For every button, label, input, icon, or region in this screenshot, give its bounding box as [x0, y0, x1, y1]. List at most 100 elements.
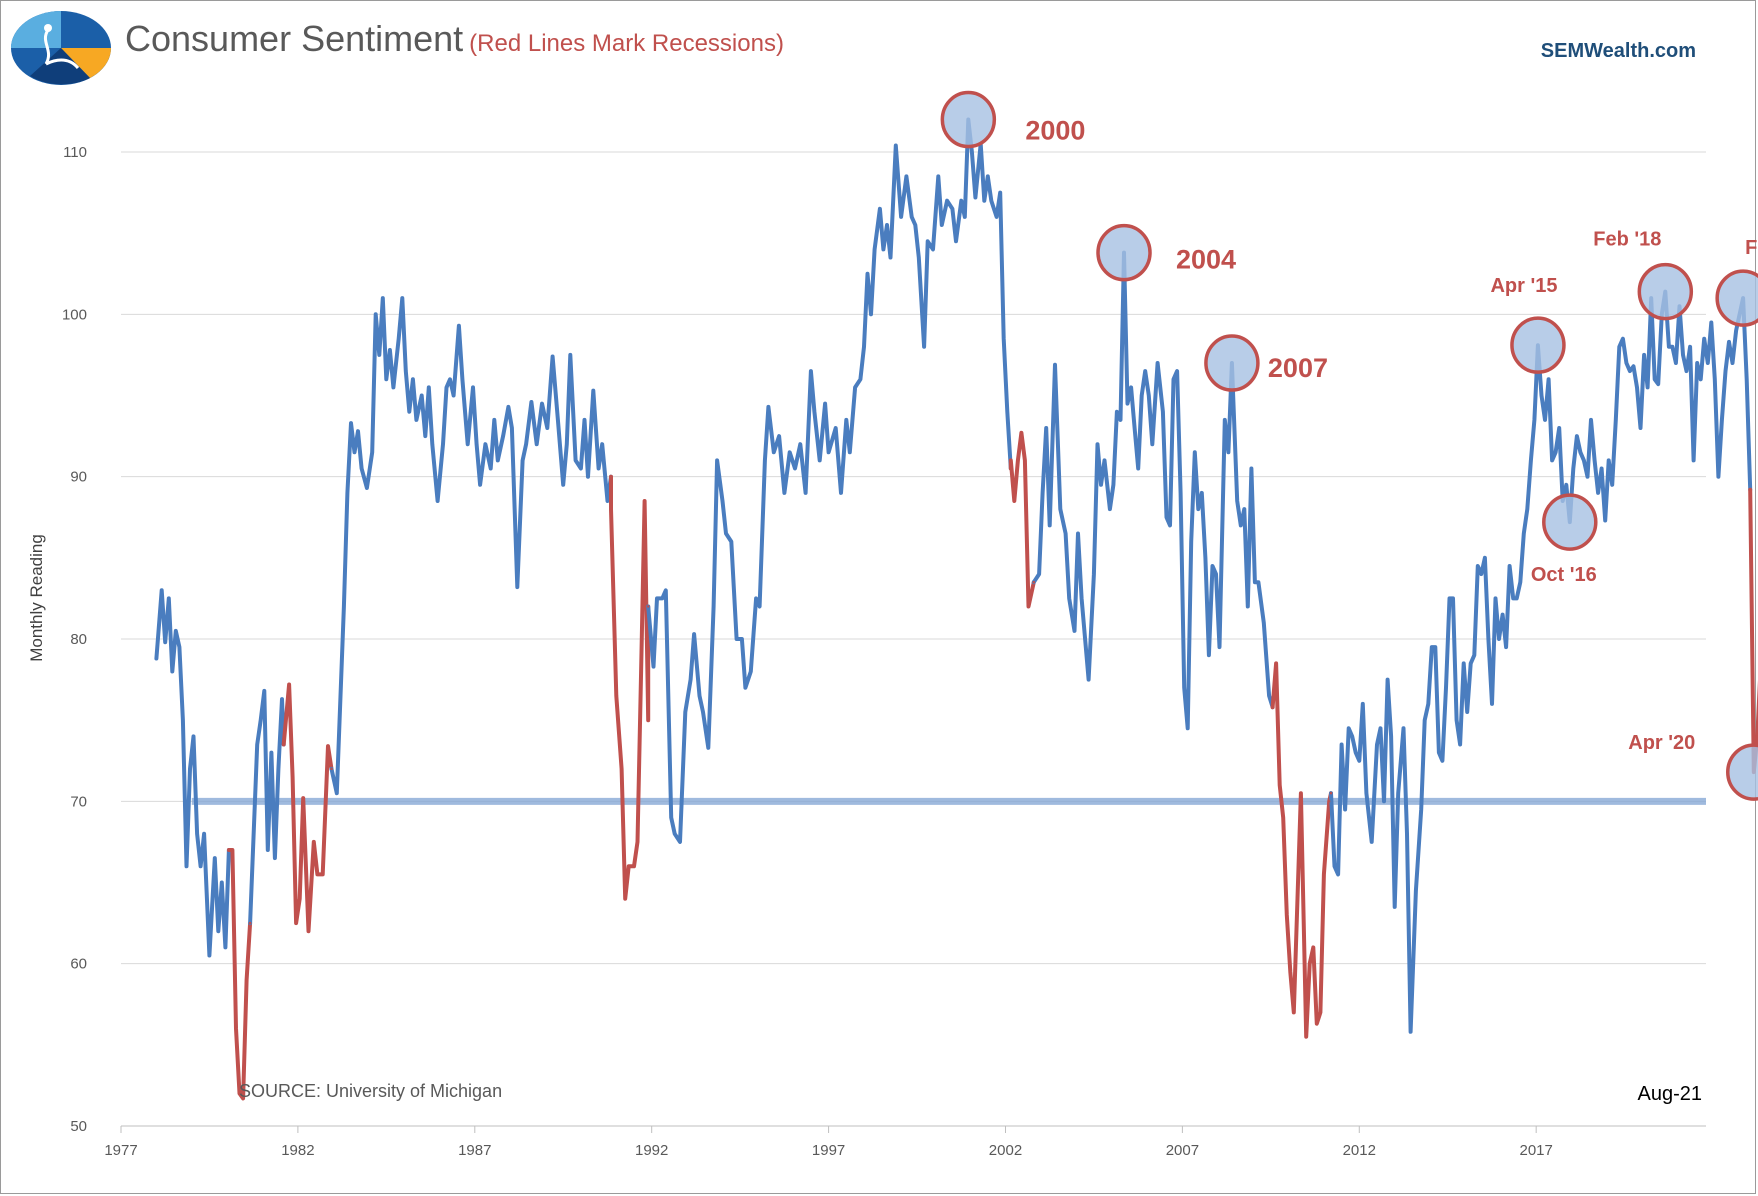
- data-point: [1048, 524, 1051, 527]
- data-point: [408, 410, 411, 413]
- data-point: [758, 605, 761, 608]
- data-point: [839, 491, 843, 495]
- x-tick-label: 1977: [104, 1142, 137, 1159]
- data-point: [489, 467, 492, 470]
- data-point: [1749, 488, 1752, 491]
- data-point: [452, 394, 455, 397]
- data-point: [673, 832, 676, 835]
- data-point: [224, 946, 227, 949]
- data-point: [411, 378, 415, 381]
- data-point: [374, 313, 377, 316]
- data-point: [234, 1027, 238, 1030]
- data-point: [636, 840, 639, 844]
- data-point: [227, 848, 231, 852]
- data-point: [597, 467, 600, 470]
- data-point: [342, 605, 346, 608]
- data-point: [859, 378, 862, 381]
- data-point: [1653, 378, 1656, 381]
- data-point: [1529, 459, 1533, 462]
- data-point: [1427, 702, 1430, 706]
- recession-line-segment: [1008, 430, 1036, 609]
- data-point: [291, 775, 294, 779]
- data-point: [1126, 402, 1129, 405]
- data-point: [834, 426, 837, 430]
- data-point: [894, 144, 897, 147]
- data-point: [601, 443, 604, 446]
- sentiment-line-segment: [329, 296, 613, 796]
- data-point: [639, 670, 643, 673]
- data-point: [1282, 816, 1285, 819]
- data-point: [1064, 532, 1067, 535]
- data-point: [632, 865, 636, 868]
- data-point: [530, 400, 533, 404]
- data-point: [231, 848, 234, 852]
- data-point: [783, 491, 786, 495]
- data-point: [652, 665, 655, 668]
- data-point: [721, 499, 724, 503]
- data-point: [1444, 686, 1448, 689]
- data-point: [1621, 337, 1625, 340]
- data-point: [592, 389, 595, 392]
- data-point: [1379, 727, 1382, 730]
- data-point: [263, 689, 266, 693]
- data-point: [698, 694, 701, 697]
- data-point: [1045, 426, 1048, 430]
- data-point: [1250, 467, 1253, 470]
- data-point: [1193, 451, 1197, 454]
- data-point: [1115, 410, 1119, 413]
- annotation-circle: [1715, 269, 1758, 327]
- data-point: [1200, 491, 1204, 495]
- data-point: [848, 451, 851, 454]
- data-point: [397, 337, 400, 340]
- data-point: [1572, 467, 1575, 470]
- data-point: [1096, 443, 1099, 446]
- chart-subtitle: (Red Lines Mark Recessions): [469, 30, 784, 57]
- data-point: [804, 491, 807, 495]
- data-point: [1692, 459, 1695, 462]
- data-point: [1448, 597, 1451, 600]
- recession-line-segment: [1270, 661, 1333, 1039]
- data-point: [178, 645, 181, 649]
- data-point: [1156, 361, 1159, 365]
- y-tick-label: 50: [70, 1118, 87, 1135]
- data-point: [1604, 519, 1607, 522]
- data-point: [155, 657, 158, 660]
- data-point: [1013, 499, 1016, 503]
- data-point: [478, 483, 482, 486]
- data-point: [655, 597, 659, 600]
- data-point: [910, 215, 913, 219]
- data-point: [160, 589, 163, 592]
- data-point: [1133, 426, 1136, 430]
- data-point: [1165, 516, 1168, 519]
- data-point: [1745, 378, 1748, 381]
- annotation-label: Apr '15: [1490, 275, 1557, 297]
- data-point: [356, 430, 360, 433]
- data-point: [609, 475, 613, 478]
- data-point: [461, 378, 464, 381]
- data-point: [1239, 524, 1243, 527]
- data-point: [1382, 800, 1386, 803]
- data-point: [1540, 394, 1543, 397]
- data-point: [1437, 751, 1441, 754]
- x-tick-label: 2017: [1519, 1142, 1552, 1159]
- data-point: [516, 585, 519, 589]
- annotation-label: 2007: [1268, 353, 1328, 383]
- data-point: [365, 486, 369, 490]
- data-point: [647, 719, 650, 722]
- data-point: [1343, 808, 1347, 811]
- data-point: [1151, 443, 1154, 446]
- data-point: [767, 405, 770, 409]
- data-point: [724, 532, 728, 535]
- data-point: [1699, 378, 1702, 381]
- data-point: [353, 451, 356, 454]
- data-point: [1023, 459, 1027, 462]
- data-point: [1547, 378, 1550, 381]
- data-point: [615, 694, 618, 697]
- data-point: [1469, 662, 1472, 665]
- data-point: [1092, 572, 1096, 576]
- data-point: [609, 507, 613, 511]
- data-point: [1271, 706, 1274, 709]
- data-point: [1041, 491, 1044, 495]
